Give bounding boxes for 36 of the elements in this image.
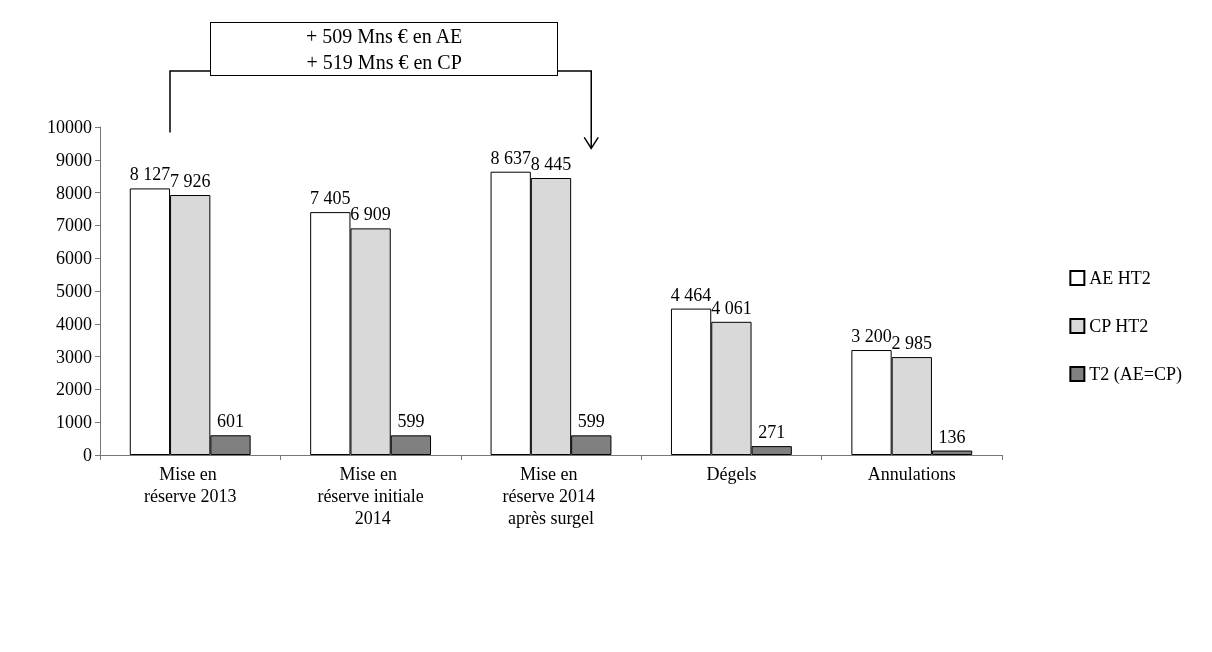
data-label: 4 464 [670,284,712,305]
data-label: 136 [938,426,966,447]
legend-label: CP HT2 [1089,316,1149,336]
data-label: 8 127 [129,164,171,185]
data-label: 601 [216,411,244,432]
legend-label: AE HT2 [1089,268,1151,288]
legend-label: T2 (AE=CP) [1089,364,1183,385]
y-tick-label: 1000 [56,412,92,433]
y-tick-label: 6000 [56,248,92,269]
x-tick-label: Mise en réserve 2014 après surgel [502,464,600,528]
data-label: 7 926 [169,171,211,192]
data-label: 4 061 [711,297,752,318]
data-label: 2 985 [891,333,933,354]
data-label: 599 [577,411,605,432]
data-label: 271 [758,422,786,443]
y-tick-label: 7000 [56,215,92,236]
y-tick-label: 0 [83,445,92,465]
y-tick-label: 4000 [56,313,92,334]
data-label: 8 637 [490,147,531,168]
data-label: 6 909 [350,204,391,225]
data-label: 599 [397,411,425,432]
x-tick-label: Mise en réserve initiale 2014 [317,464,424,528]
data-label: 8 445 [530,154,572,174]
y-tick-label: 8000 [56,182,92,203]
text: + 519 Mns € en CP [305,50,463,75]
y-tick-label: 2000 [56,379,92,400]
data-label: 3 200 [851,326,892,347]
text: + 509 Mns € en AE [305,24,464,49]
y-tick-label: 9000 [56,149,92,170]
x-tick-label: Dégels [706,464,757,484]
y-tick-label: 5000 [56,281,92,301]
y-tick-label: 3000 [56,346,92,367]
x-tick-label: Mise en réserve 2013 [143,464,237,506]
data-label: 7 405 [310,188,351,209]
y-tick-label: 10000 [47,117,92,137]
x-tick-label: Annulations [867,464,956,484]
